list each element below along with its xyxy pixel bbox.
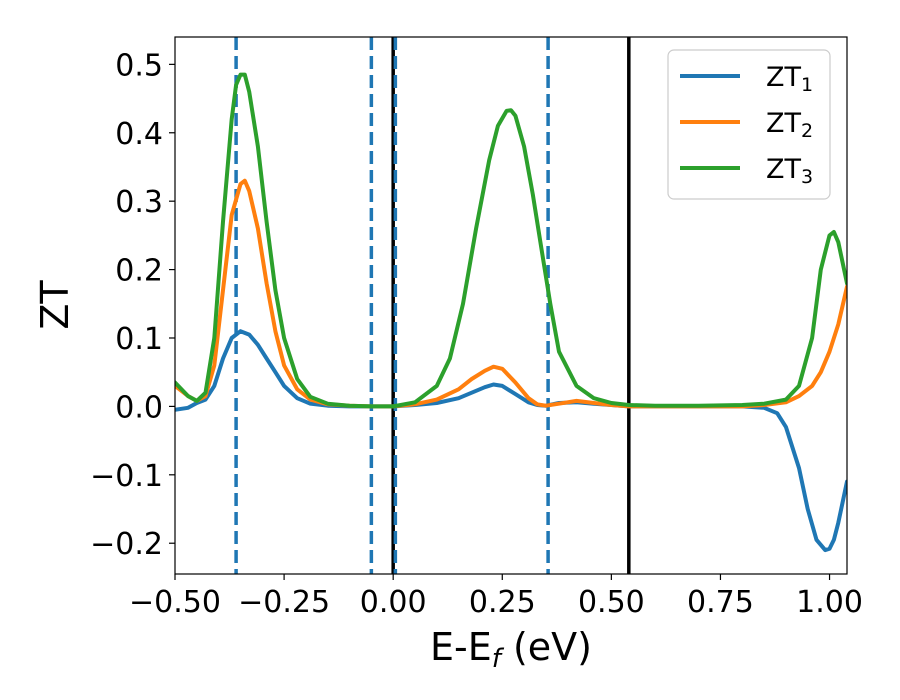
y-tick-label: 0.3 [115, 185, 163, 220]
y-tick-label: −0.1 [90, 459, 163, 494]
x-axis-title: E-Ef (eV) [430, 625, 592, 674]
x-tick-label: 0.25 [469, 585, 536, 620]
y-tick-label: −0.2 [90, 527, 163, 562]
legend-label-zt1: ZT1 [766, 62, 813, 96]
x-tick-label: 1.00 [796, 585, 863, 620]
legend-label-zt2: ZT2 [766, 108, 813, 142]
legend-box [667, 49, 831, 200]
x-tick-label: 0.00 [360, 585, 427, 620]
plot-layer [175, 37, 847, 574]
y-tick-label: 0.0 [115, 390, 163, 425]
legend-label-zt3: ZT3 [766, 154, 813, 188]
plot-frame [174, 36, 848, 575]
x-tick-label: 0.50 [578, 585, 645, 620]
x-tick-label: −0.25 [238, 585, 330, 620]
legend: ZT1 ZT2 ZT3 [667, 49, 831, 200]
axis-layer: −0.50 −0.25 0.00 0.25 0.50 0.75 1.00 −0.2 −0.1 0.… [90, 48, 863, 620]
y-axis-title: ZT [33, 280, 77, 330]
series-line-zt1 [175, 329, 847, 553]
x-tick-label: −0.50 [129, 585, 221, 620]
y-tick-label: 0.2 [115, 254, 163, 289]
series-line-zt3 [175, 72, 847, 409]
x-tick-label: 0.75 [687, 585, 754, 620]
y-tick-label: 0.4 [115, 117, 163, 152]
y-tick-label: 0.1 [115, 322, 163, 357]
y-tick-label: 0.5 [115, 48, 163, 83]
